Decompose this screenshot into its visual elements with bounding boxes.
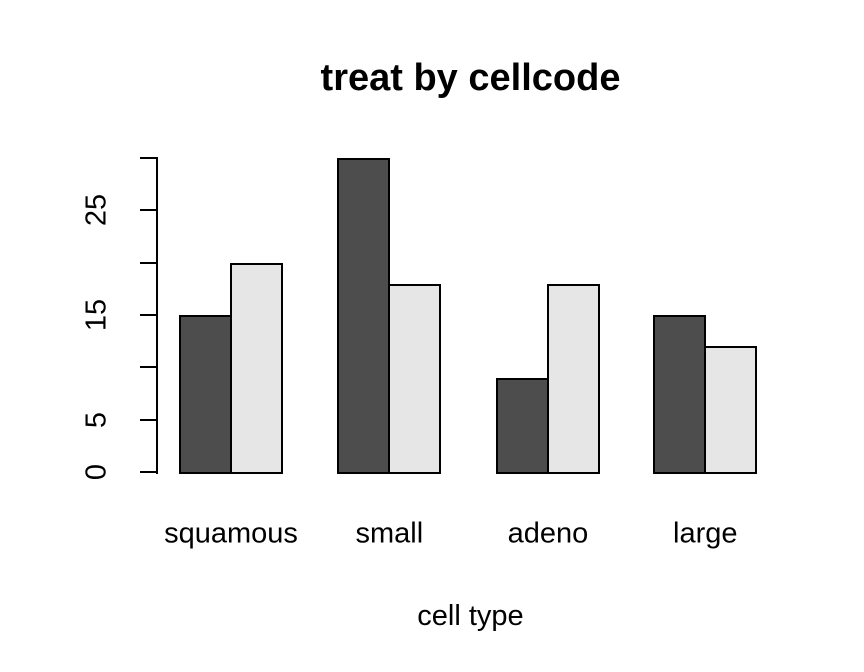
bar-adeno-dark-gray-bars [496, 377, 549, 474]
y-tick-10 [140, 366, 157, 369]
y-tick-5 [140, 418, 157, 421]
chart-title: treat by cellcode [320, 57, 621, 99]
bar-small-dark-gray-bars [337, 158, 391, 474]
y-tick-label-5: 5 [80, 411, 113, 428]
bar-large-light-gray-bars [704, 346, 758, 474]
y-tick-label-0: 0 [80, 463, 113, 481]
y-tick-25 [140, 209, 157, 212]
bar-large-dark-gray-bars [653, 315, 707, 474]
x-category-label-small: small [355, 517, 424, 550]
y-tick-0 [140, 471, 157, 473]
bar-squamous-light-gray-bars [230, 262, 283, 474]
x-category-label-squamous: squamous [164, 517, 298, 550]
x-axis-title: cell type [417, 600, 524, 632]
bar-small-light-gray-bars [388, 283, 442, 474]
y-tick-20 [140, 261, 157, 264]
y-axis-line [156, 157, 158, 474]
y-tick-label-25: 25 [80, 194, 113, 227]
x-category-label-large: large [673, 517, 738, 550]
y-tick-label-15: 15 [80, 298, 113, 332]
y-tick-15 [140, 314, 157, 316]
x-category-label-adeno: adeno [507, 517, 589, 550]
bar-adeno-light-gray-bars [547, 283, 600, 474]
bar-squamous-dark-gray-bars [179, 315, 232, 474]
y-tick-30 [140, 157, 157, 159]
